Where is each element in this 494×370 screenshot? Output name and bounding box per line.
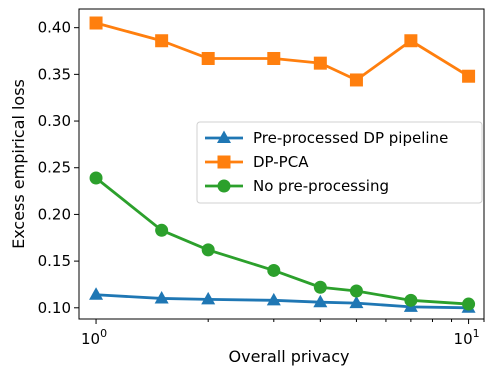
legend-label: DP-PCA xyxy=(253,153,309,171)
data-point xyxy=(349,73,363,87)
y-axis-label: Excess empirical loss xyxy=(9,79,28,249)
legend-marker xyxy=(217,130,231,143)
data-point xyxy=(155,34,169,48)
y-tick-label: 0.35 xyxy=(38,65,71,83)
data-point xyxy=(266,292,281,306)
data-point xyxy=(349,284,363,298)
legend-box xyxy=(196,121,483,204)
data-point xyxy=(89,171,103,185)
data-point xyxy=(267,263,281,277)
y-axis: 0.10 0.15 0.20 0.25 0.30 0.35 0.40 xyxy=(38,19,79,317)
data-point xyxy=(201,291,216,305)
x-axis-label: Overall privacy xyxy=(229,347,350,366)
data-point xyxy=(201,51,215,65)
y-tick-label: 0.40 xyxy=(38,19,71,37)
y-tick-label: 0.25 xyxy=(38,159,71,177)
legend-label: No pre-processing xyxy=(253,177,389,195)
data-point xyxy=(89,287,104,300)
data-point xyxy=(404,293,418,307)
legend: Pre-processed DP pipeline DP-PCA No pre-pr… xyxy=(196,121,483,204)
data-point xyxy=(267,51,281,65)
y-tick-label: 0.15 xyxy=(38,252,71,270)
legend-marker xyxy=(217,179,231,193)
data-point xyxy=(462,69,476,83)
data-point xyxy=(155,223,169,237)
series-line xyxy=(95,176,469,306)
plot-area xyxy=(89,16,476,313)
data-point xyxy=(201,243,215,257)
data-point xyxy=(462,297,476,311)
data-point xyxy=(404,34,418,48)
data-point xyxy=(154,290,169,304)
x-tick-label: 101 xyxy=(454,327,480,348)
x-tick-label: 100 xyxy=(81,327,107,348)
legend-label: Pre-processed DP pipeline xyxy=(253,129,448,147)
y-tick-label: 0.10 xyxy=(38,299,71,317)
data-point xyxy=(313,56,327,70)
data-point xyxy=(313,294,328,308)
legend-marker xyxy=(217,155,231,169)
plot-frame xyxy=(78,8,485,320)
y-tick-label: 0.20 xyxy=(38,205,71,223)
data-point xyxy=(349,295,364,309)
y-tick-label: 0.30 xyxy=(38,112,71,130)
series-line xyxy=(95,21,470,82)
data-point xyxy=(89,16,103,30)
x-axis: 100 101 xyxy=(81,319,485,348)
series-line xyxy=(95,293,469,310)
data-point xyxy=(313,280,327,294)
